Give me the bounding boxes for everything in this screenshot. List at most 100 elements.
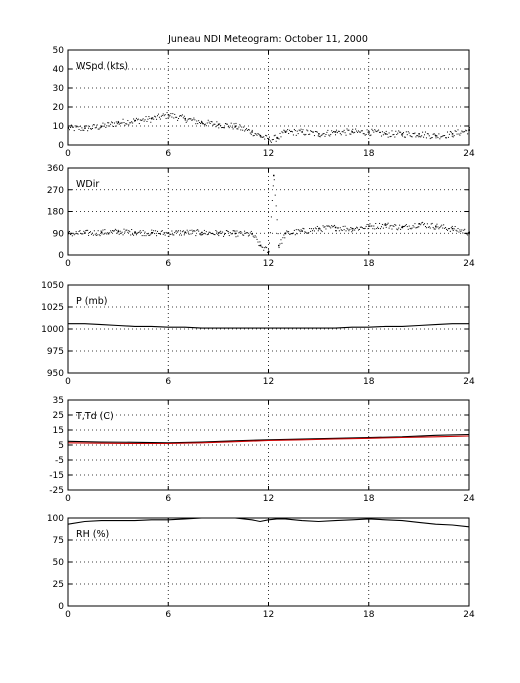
y-tick-label: 30 <box>53 84 65 94</box>
data-point <box>434 228 436 230</box>
data-point <box>418 223 420 225</box>
data-point <box>346 128 348 130</box>
data-point <box>138 123 140 125</box>
data-point <box>408 132 410 134</box>
data-point <box>432 226 434 228</box>
data-point <box>166 112 168 114</box>
data-point <box>303 228 305 230</box>
data-point <box>375 130 377 132</box>
data-point <box>301 131 303 133</box>
data-point <box>104 229 106 231</box>
data-point <box>322 225 324 227</box>
data-point <box>323 226 325 228</box>
data-point <box>118 123 120 125</box>
data-point <box>278 247 280 249</box>
data-point <box>423 224 425 226</box>
data-point <box>419 135 421 137</box>
data-point <box>179 234 181 236</box>
data-point <box>91 232 93 234</box>
data-point <box>276 219 278 221</box>
data-point <box>379 222 381 224</box>
data-point <box>158 232 160 234</box>
data-point <box>405 224 407 226</box>
data-point <box>283 234 285 236</box>
data-point <box>448 228 450 230</box>
data-point <box>143 120 145 122</box>
data-point <box>101 233 103 235</box>
data-point <box>325 133 327 135</box>
data-point <box>242 234 244 236</box>
data-point <box>85 230 87 232</box>
data-point <box>112 230 114 232</box>
data-point <box>440 225 442 227</box>
data-point <box>98 234 100 236</box>
data-point <box>418 133 420 135</box>
data-point <box>253 236 255 238</box>
series-2-0 <box>68 323 469 329</box>
data-point <box>217 125 219 127</box>
data-point <box>189 229 191 231</box>
data-point <box>230 122 232 124</box>
data-point <box>353 228 355 230</box>
data-point <box>69 234 71 236</box>
data-point <box>210 121 212 123</box>
data-point <box>109 232 111 234</box>
data-point <box>287 231 289 233</box>
data-point <box>225 229 227 231</box>
data-point <box>114 228 116 230</box>
data-point <box>333 131 335 133</box>
data-point <box>258 133 260 135</box>
data-point <box>392 134 394 136</box>
data-point <box>290 131 292 133</box>
data-point <box>464 228 466 230</box>
data-point <box>448 133 450 135</box>
data-point <box>221 232 223 234</box>
data-point <box>281 242 283 244</box>
data-point <box>216 121 218 123</box>
data-point <box>328 134 330 136</box>
data-point <box>371 128 373 130</box>
data-point <box>170 113 172 115</box>
data-point <box>246 232 248 234</box>
data-point <box>173 234 175 236</box>
data-point <box>203 124 205 126</box>
data-point <box>441 224 443 226</box>
data-point <box>275 140 277 142</box>
data-point <box>367 131 369 133</box>
data-point <box>184 231 186 234</box>
data-point <box>278 244 280 247</box>
data-point <box>153 230 155 232</box>
data-point <box>146 120 148 122</box>
data-point <box>369 223 371 225</box>
data-point <box>97 128 99 130</box>
data-point <box>282 132 284 134</box>
data-point <box>234 126 236 128</box>
data-point <box>357 227 359 229</box>
data-point <box>357 130 359 132</box>
data-point <box>441 136 443 138</box>
data-point <box>384 224 387 226</box>
data-point <box>89 125 91 127</box>
data-point <box>237 235 239 237</box>
data-point <box>418 226 420 228</box>
data-point <box>218 127 220 129</box>
panel-1: 0 6 12 18 24 0 90 180 270 360 WDir <box>47 164 475 269</box>
data-point <box>350 133 352 135</box>
data-point <box>417 135 419 137</box>
data-point <box>278 138 280 140</box>
data-point <box>384 223 386 225</box>
data-point <box>305 231 307 233</box>
data-point <box>135 234 137 236</box>
x-tick-label: 6 <box>165 494 171 504</box>
data-point <box>114 125 116 127</box>
data-point <box>207 233 209 235</box>
data-point <box>254 133 256 135</box>
data-point <box>202 233 204 235</box>
data-point <box>184 117 186 120</box>
data-point <box>313 131 315 133</box>
y-tick-label: 90 <box>53 229 65 239</box>
data-point <box>462 131 464 133</box>
data-point <box>92 234 94 236</box>
data-point <box>148 116 150 118</box>
data-point <box>445 137 447 139</box>
